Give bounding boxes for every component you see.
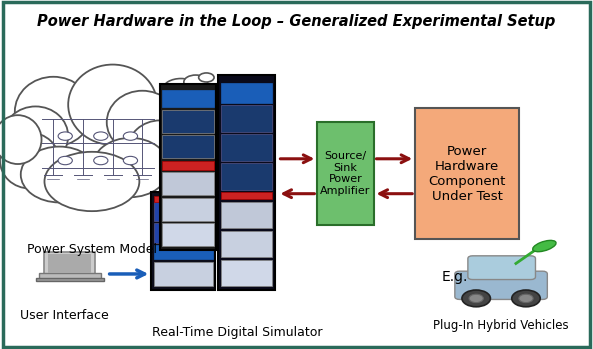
Circle shape [58, 156, 72, 165]
FancyBboxPatch shape [221, 192, 272, 199]
Circle shape [94, 156, 108, 165]
Circle shape [184, 75, 208, 89]
Circle shape [519, 294, 533, 303]
FancyBboxPatch shape [162, 90, 214, 107]
FancyBboxPatch shape [455, 271, 547, 299]
FancyBboxPatch shape [468, 256, 535, 280]
Circle shape [123, 156, 138, 165]
FancyBboxPatch shape [218, 75, 275, 290]
Circle shape [58, 132, 72, 140]
Text: Source/
Sink
Power
Amplifier: Source/ Sink Power Amplifier [320, 151, 371, 196]
Ellipse shape [107, 91, 178, 154]
FancyBboxPatch shape [39, 273, 101, 279]
Ellipse shape [0, 115, 42, 164]
Ellipse shape [533, 240, 556, 252]
Ellipse shape [0, 133, 59, 188]
FancyBboxPatch shape [154, 202, 213, 221]
FancyBboxPatch shape [317, 122, 374, 225]
Text: Plug-In Hybrid Vehicles: Plug-In Hybrid Vehicles [433, 319, 569, 332]
Text: E.g.: E.g. [442, 270, 468, 284]
FancyBboxPatch shape [160, 84, 216, 250]
Ellipse shape [44, 152, 139, 211]
Ellipse shape [21, 147, 98, 202]
FancyBboxPatch shape [48, 254, 91, 273]
FancyBboxPatch shape [221, 105, 272, 132]
Ellipse shape [3, 106, 68, 166]
Circle shape [163, 79, 199, 99]
FancyBboxPatch shape [221, 83, 272, 103]
Ellipse shape [127, 120, 193, 180]
FancyBboxPatch shape [221, 134, 272, 161]
Text: Power Hardware in the Loop – Generalized Experimental Setup: Power Hardware in the Loop – Generalized… [37, 14, 556, 29]
FancyBboxPatch shape [36, 278, 104, 281]
Circle shape [123, 132, 138, 140]
Ellipse shape [33, 87, 133, 178]
FancyBboxPatch shape [154, 262, 213, 286]
Circle shape [199, 73, 214, 82]
FancyBboxPatch shape [221, 163, 272, 190]
FancyBboxPatch shape [44, 252, 95, 275]
FancyBboxPatch shape [154, 196, 213, 202]
FancyBboxPatch shape [162, 135, 214, 158]
FancyBboxPatch shape [162, 198, 214, 221]
FancyBboxPatch shape [154, 223, 213, 243]
FancyBboxPatch shape [162, 172, 214, 195]
FancyBboxPatch shape [221, 260, 272, 286]
Ellipse shape [15, 77, 92, 147]
FancyBboxPatch shape [221, 202, 272, 228]
Text: Real-Time Digital Simulator: Real-Time Digital Simulator [152, 326, 323, 339]
FancyBboxPatch shape [162, 161, 214, 170]
Text: Power
Hardware
Component
Under Test: Power Hardware Component Under Test [428, 144, 506, 203]
Circle shape [462, 290, 490, 307]
FancyBboxPatch shape [151, 192, 215, 290]
Ellipse shape [92, 138, 169, 197]
FancyBboxPatch shape [162, 223, 214, 246]
Text: Power System Model: Power System Model [27, 243, 157, 255]
Circle shape [469, 294, 483, 303]
FancyBboxPatch shape [154, 245, 213, 259]
Circle shape [94, 132, 108, 140]
Ellipse shape [68, 65, 157, 145]
Circle shape [512, 290, 540, 307]
FancyBboxPatch shape [162, 110, 214, 133]
Text: User Interface: User Interface [20, 309, 109, 322]
FancyBboxPatch shape [415, 108, 519, 239]
FancyBboxPatch shape [221, 231, 272, 257]
